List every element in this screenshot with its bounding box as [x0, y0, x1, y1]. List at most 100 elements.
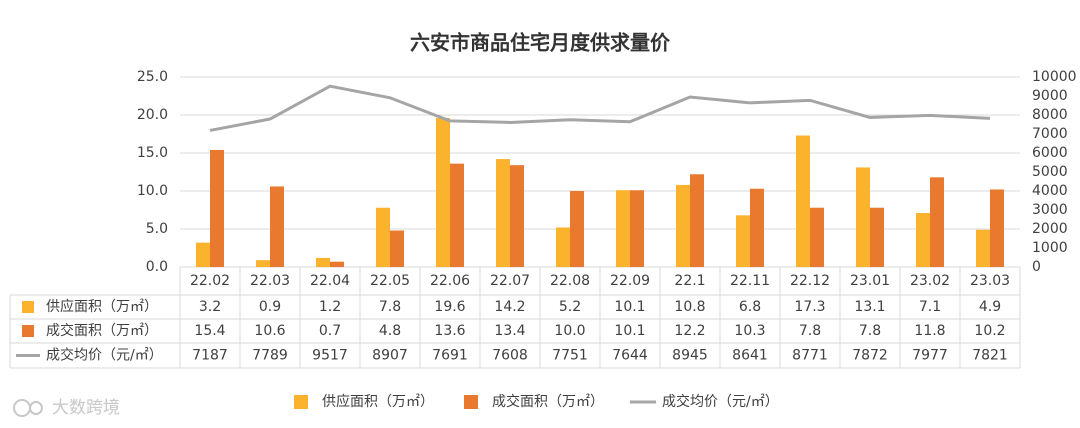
x-tick-label: 22.11: [730, 273, 770, 289]
bar: [256, 260, 270, 267]
row-label: 供应面积（万㎡）: [46, 298, 158, 315]
bar: [316, 257, 330, 267]
table-cell: 8907: [372, 348, 408, 364]
x-tick-label: 22.09: [610, 273, 650, 289]
bar: [496, 159, 510, 267]
bar: [976, 229, 990, 267]
table-cell: 7977: [912, 348, 948, 364]
bar: [450, 163, 464, 267]
table-cell: 7872: [852, 348, 888, 364]
x-tick-label: 22.06: [430, 273, 470, 289]
table-cell: 7751: [552, 348, 588, 364]
bar: [270, 186, 284, 267]
y2-tick-label: 2000: [1032, 221, 1068, 237]
table-cell: 10.1: [614, 323, 645, 339]
bar: [810, 207, 824, 267]
table-cell: 13.6: [434, 323, 465, 339]
bar: [570, 191, 584, 267]
table-cell: 11.8: [914, 323, 945, 339]
bar: [736, 215, 750, 267]
bar: [796, 135, 810, 267]
line: [209, 84, 991, 132]
table-cell: 13.1: [854, 299, 885, 315]
table-cell: 0.9: [259, 299, 281, 315]
x-tick-label: 22.03: [250, 273, 290, 289]
legend-key: [464, 395, 478, 409]
y2-tick-label: 9000: [1032, 88, 1068, 104]
table-cell: 4.8: [379, 323, 401, 339]
table-key: [22, 301, 34, 313]
y-tick-label: 25.0: [137, 69, 168, 85]
table-cell: 5.2: [559, 299, 581, 315]
table-cell: 9517: [312, 348, 348, 364]
table-cell: 3.2: [199, 299, 221, 315]
y2-tick-label: 6000: [1032, 145, 1068, 161]
table-cell: 10.3: [734, 323, 765, 339]
x-tick-label: 22.05: [370, 273, 410, 289]
x-tick-label: 23.02: [910, 273, 950, 289]
x-tick-label: 23.01: [850, 273, 890, 289]
legend-key: [294, 395, 308, 409]
y2-tick-label: 10000: [1032, 69, 1077, 85]
table-cell: 1.2: [319, 299, 341, 315]
bar: [210, 149, 224, 267]
x-tick-label: 22.08: [550, 273, 590, 289]
y2-tick-label: 8000: [1032, 107, 1068, 123]
y2-tick-label: 3000: [1032, 202, 1068, 218]
table-cell: 7.8: [799, 323, 821, 339]
bar: [510, 165, 524, 267]
table-cell: 8945: [672, 348, 708, 364]
logo-text: 大数跨境: [52, 398, 120, 418]
y2-tick-label: 0: [1032, 259, 1041, 275]
table-cell: 12.2: [674, 323, 705, 339]
table-cell: 8771: [792, 348, 828, 364]
table-cell: 7.8: [859, 323, 881, 339]
table-cell: 7187: [192, 348, 228, 364]
y2-tick-label: 1000: [1032, 240, 1068, 256]
logo: 大数跨境: [13, 398, 120, 418]
x-tick-label: 22.02: [190, 273, 230, 289]
row-label: 成交均价（元/㎡）: [46, 347, 163, 364]
table-cell: 8641: [732, 348, 768, 364]
table-cell: 0.7: [319, 323, 341, 339]
y-tick-label: 20.0: [137, 107, 168, 123]
table-cell: 7.8: [379, 299, 401, 315]
table-cell: 7789: [252, 348, 288, 364]
y-tick-label: 10.0: [137, 183, 168, 199]
bar: [376, 207, 390, 267]
bar: [616, 190, 630, 267]
table-cell: 13.4: [494, 323, 525, 339]
bar: [196, 242, 210, 267]
table-cell: 7644: [612, 348, 648, 364]
bar: [436, 118, 450, 267]
bar: [856, 167, 870, 267]
table-cell: 19.6: [434, 299, 465, 315]
table-cell: 10.2: [974, 323, 1005, 339]
table-cell: 10.1: [614, 299, 645, 315]
table-cell: 17.3: [794, 299, 825, 315]
table-cell: 10.8: [674, 299, 705, 315]
x-tick-label: 22.07: [490, 273, 530, 289]
table-cell: 6.8: [739, 299, 761, 315]
legend-label: 成交均价（元/㎡）: [662, 393, 779, 410]
bar: [916, 213, 930, 267]
table-cell: 10.0: [554, 323, 585, 339]
bar: [630, 190, 644, 267]
table-cell: 15.4: [194, 323, 225, 339]
y2-tick-label: 4000: [1032, 183, 1068, 199]
row-label: 成交面积（万㎡）: [46, 322, 158, 339]
logo-icon: [29, 401, 43, 415]
table-key: [22, 325, 34, 337]
chart-title: 六安市商品住宅月度供求量价: [410, 31, 671, 55]
bar: [330, 261, 344, 267]
x-tick-label: 22.12: [790, 273, 830, 289]
bar: [870, 207, 884, 267]
y-tick-label: 0.0: [146, 259, 168, 275]
x-tick-label: 22.04: [310, 273, 350, 289]
table-cell: 10.6: [254, 323, 285, 339]
y-tick-label: 15.0: [137, 145, 168, 161]
table-cell: 7.1: [919, 299, 941, 315]
table-cell: 14.2: [494, 299, 525, 315]
legend-label: 成交面积（万㎡）: [492, 393, 604, 410]
